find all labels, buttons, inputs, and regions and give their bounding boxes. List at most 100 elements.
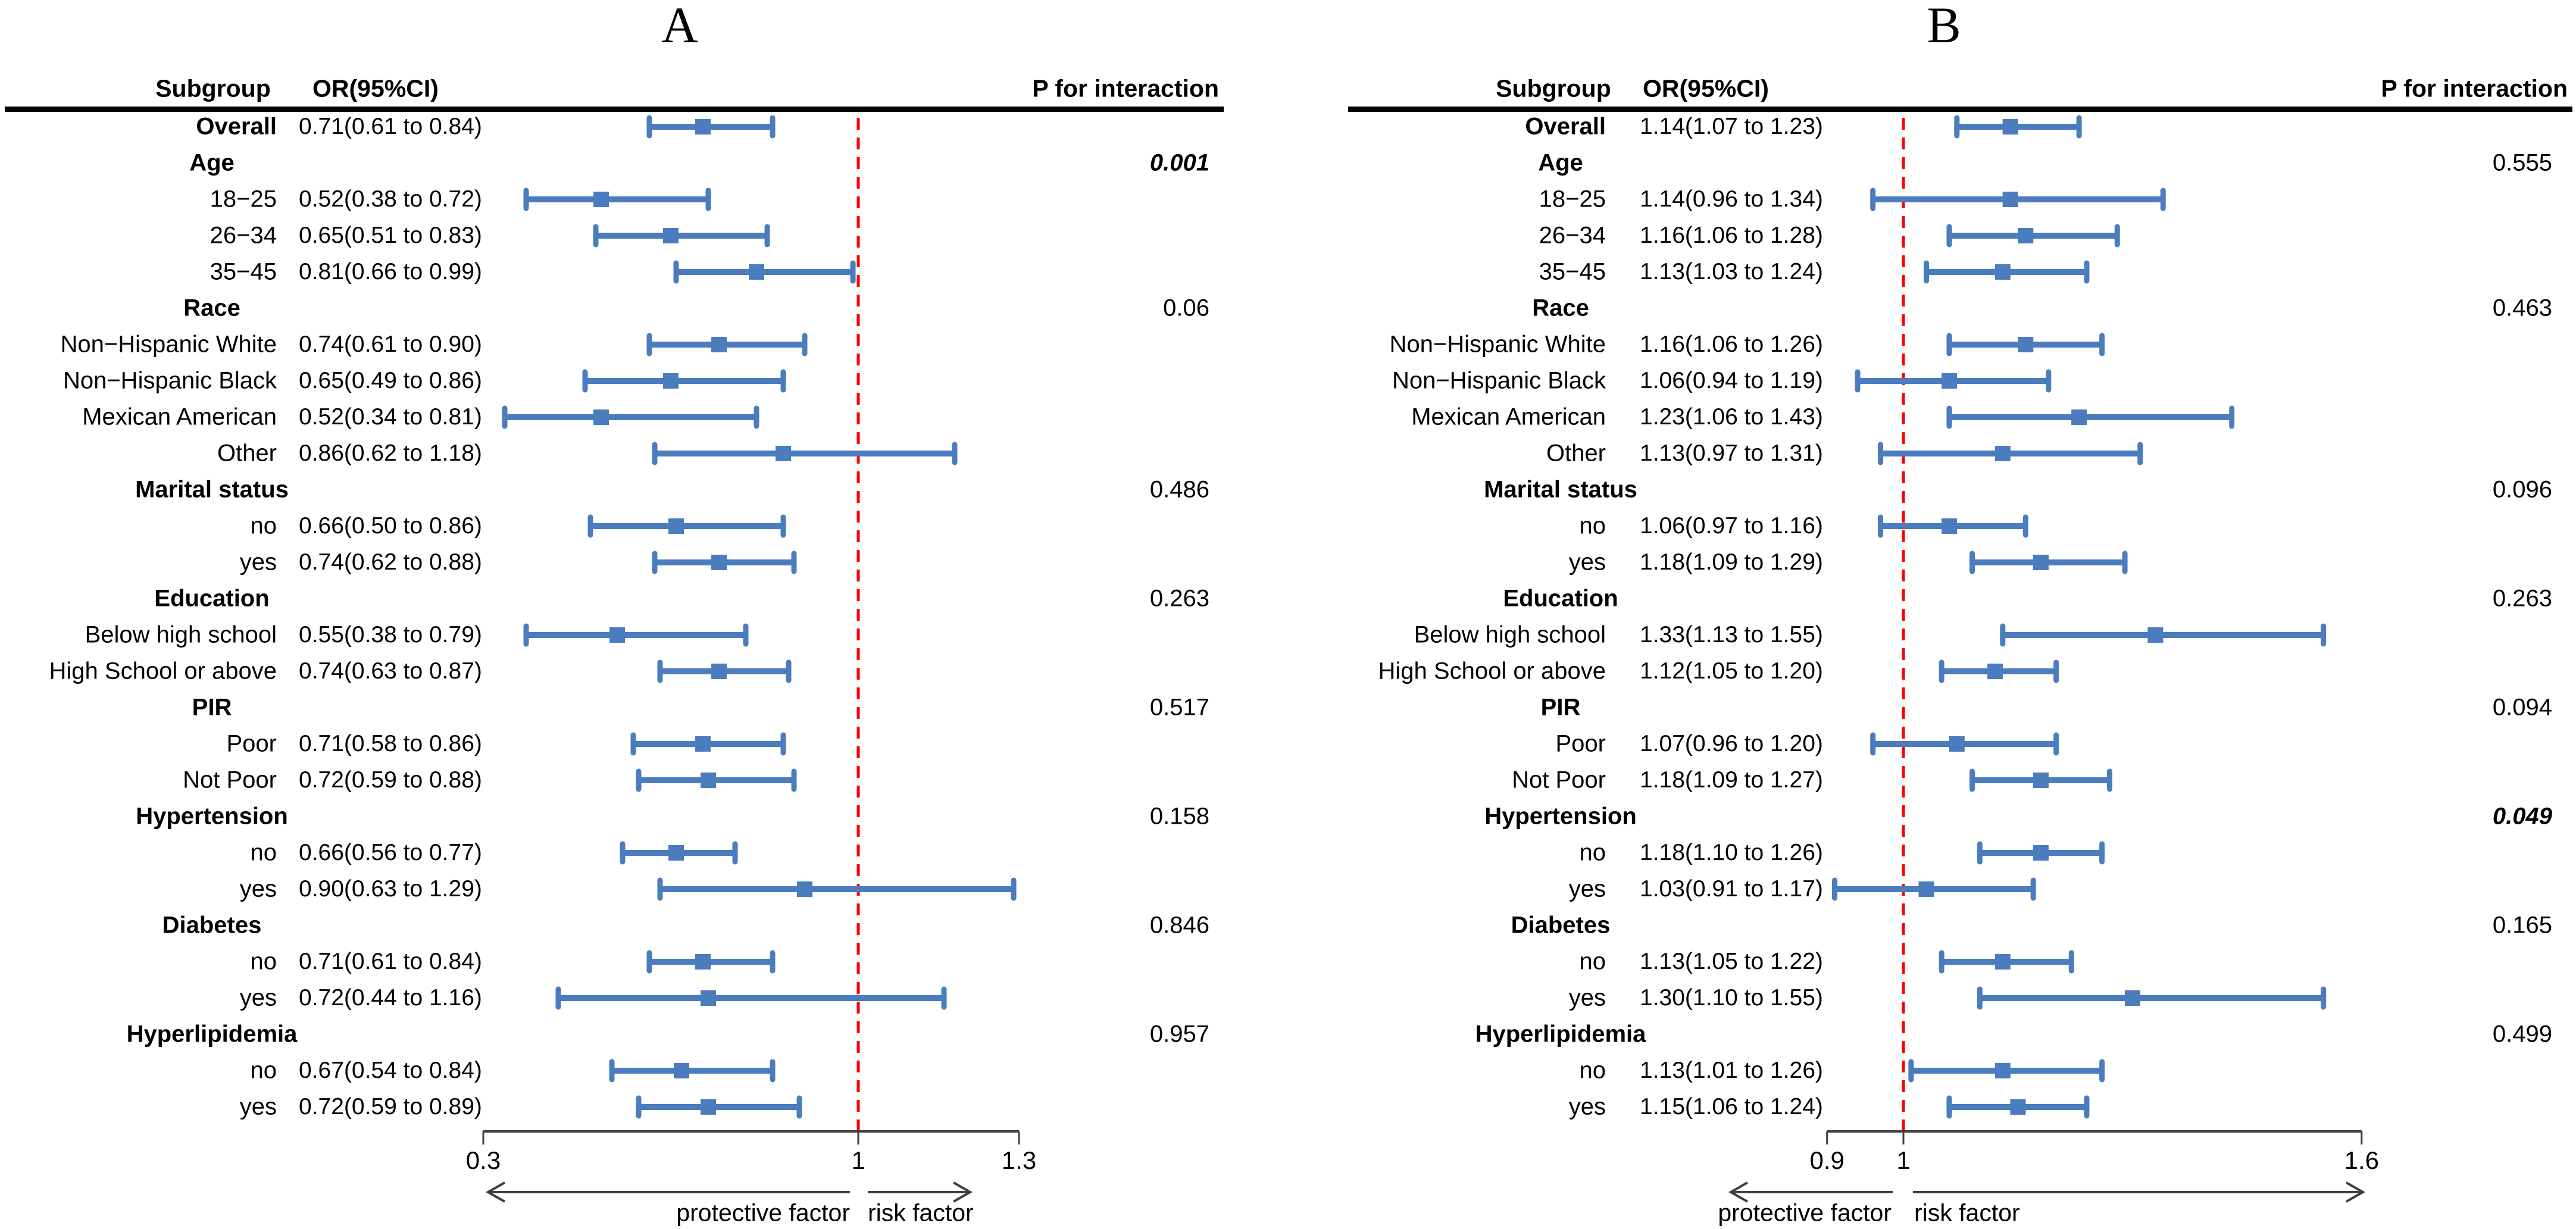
right-arrowhead-icon — [2346, 1181, 2366, 1203]
or-value: 1.30(1.10 to 1.55) — [1640, 985, 1823, 1011]
or-value: 0.66(0.50 to 0.86) — [299, 513, 482, 539]
axis-tick-label: 0.9 — [1809, 1146, 1845, 1174]
or-value: 0.71(0.58 to 0.86) — [299, 731, 482, 756]
or-value: 0.72(0.59 to 0.88) — [299, 767, 482, 793]
or-value: 0.81(0.66 to 0.99) — [299, 259, 482, 284]
row-label: yes — [1568, 549, 1606, 576]
or-marker — [1941, 373, 1957, 389]
or-marker — [1994, 1063, 2011, 1078]
or-marker — [2033, 845, 2049, 861]
p-value: 0.555 — [2492, 149, 2552, 176]
or-value: 1.15(1.06 to 1.24) — [1640, 1094, 1823, 1119]
row-label: Not Poor — [183, 767, 277, 793]
group-label: Hypertension — [1484, 803, 1637, 830]
or-value: 1.07(0.96 to 1.20) — [1640, 731, 1823, 756]
row-label: Non−Hispanic White — [1389, 331, 1606, 358]
row-label: High School or above — [49, 658, 277, 684]
or-value: 0.90(0.63 to 1.29) — [299, 876, 482, 902]
risk-factor-label: risk factor — [1914, 1199, 2020, 1227]
protective-factor-label: protective factor — [676, 1199, 850, 1227]
p-value: 0.049 — [2492, 803, 2552, 830]
or-value: 0.74(0.63 to 0.87) — [299, 658, 482, 684]
p-value: 0.463 — [2492, 295, 2552, 321]
or-value: 0.66(0.56 to 0.77) — [299, 840, 482, 865]
p-value: 0.165 — [2492, 912, 2552, 939]
column-header-or: OR(95%CI) — [312, 74, 439, 102]
or-value: 0.65(0.51 to 0.83) — [299, 223, 482, 248]
group-label: Hyperlipidemia — [126, 1021, 298, 1047]
or-value: 1.33(1.13 to 1.55) — [1640, 622, 1823, 648]
or-marker — [593, 192, 609, 207]
p-value: 0.486 — [1149, 476, 1209, 503]
p-value: 0.263 — [2492, 585, 2552, 612]
or-value: 1.03(0.91 to 1.17) — [1640, 876, 1823, 902]
row-label: no — [1579, 948, 1606, 975]
protective-factor-label: protective factor — [1718, 1199, 1892, 1227]
or-marker — [1994, 954, 2011, 970]
row-label: Below high school — [1414, 621, 1606, 648]
column-header-subgroup: Subgroup — [155, 74, 271, 102]
or-value: 0.67(0.54 to 0.84) — [299, 1058, 482, 1083]
p-value: 0.001 — [1149, 149, 1209, 176]
column-header-or: OR(95%CI) — [1643, 74, 1769, 102]
row-label: Other — [1546, 440, 1606, 467]
or-marker — [2071, 409, 2087, 425]
group-label: Diabetes — [162, 912, 262, 939]
or-marker — [2018, 337, 2034, 352]
row-label: no — [1579, 839, 1606, 866]
or-marker — [695, 119, 711, 135]
or-marker — [1918, 881, 1934, 897]
or-marker — [2002, 119, 2018, 135]
group-label: Hypertension — [136, 803, 288, 830]
or-marker — [2018, 228, 2034, 243]
group-label: Education — [1503, 585, 1618, 612]
row-label: Non−Hispanic Black — [62, 367, 277, 394]
row-label: yes — [1568, 984, 1606, 1011]
or-marker — [2124, 990, 2140, 1006]
p-value: 0.499 — [2492, 1021, 2552, 1047]
or-value: 0.71(0.61 to 0.84) — [299, 949, 482, 974]
row-label: no — [1579, 512, 1606, 539]
group-label: Education — [154, 585, 270, 612]
or-marker — [2033, 773, 2049, 788]
or-marker — [2002, 192, 2018, 207]
p-value: 0.957 — [1149, 1021, 1209, 1047]
p-value: 0.096 — [2492, 476, 2552, 503]
or-value: 1.14(1.07 to 1.23) — [1640, 114, 1823, 139]
or-marker — [797, 881, 812, 897]
or-value: 0.86(0.62 to 1.18) — [299, 440, 482, 466]
panel-title: B — [1927, 0, 1961, 54]
or-value: 0.55(0.38 to 0.79) — [299, 622, 482, 648]
row-label: yes — [1568, 875, 1606, 902]
or-marker — [609, 627, 625, 643]
or-marker — [1994, 446, 2011, 461]
axis-tick-label: 1 — [1896, 1146, 1911, 1174]
or-marker — [711, 337, 727, 352]
or-marker — [668, 845, 684, 861]
row-label: 35−45 — [1539, 258, 1606, 285]
or-marker — [701, 990, 716, 1006]
or-marker — [2147, 627, 2164, 643]
or-marker — [663, 228, 679, 243]
axis-tick-label: 1 — [851, 1146, 865, 1174]
row-label: Overall — [196, 113, 277, 140]
or-value: 1.23(1.06 to 1.43) — [1640, 404, 1823, 430]
or-marker — [749, 264, 764, 280]
p-value: 0.158 — [1149, 803, 1209, 830]
row-label: 26−34 — [210, 222, 277, 249]
or-value: 1.13(1.01 to 1.26) — [1640, 1058, 1823, 1083]
axis-tick-label: 1.6 — [2344, 1146, 2379, 1174]
or-value: 0.72(0.59 to 0.89) — [299, 1094, 482, 1119]
or-marker — [695, 954, 711, 970]
or-marker — [695, 736, 711, 752]
or-marker — [1994, 264, 2011, 280]
or-marker — [2010, 1099, 2026, 1115]
column-header-p: P for interaction — [2381, 74, 2568, 102]
or-marker — [711, 555, 727, 570]
or-value: 0.72(0.44 to 1.16) — [299, 985, 482, 1011]
or-value: 1.16(1.06 to 1.28) — [1640, 223, 1823, 248]
or-value: 1.12(1.05 to 1.20) — [1640, 658, 1823, 684]
row-label: no — [250, 948, 277, 975]
p-value: 0.06 — [1163, 295, 1209, 321]
